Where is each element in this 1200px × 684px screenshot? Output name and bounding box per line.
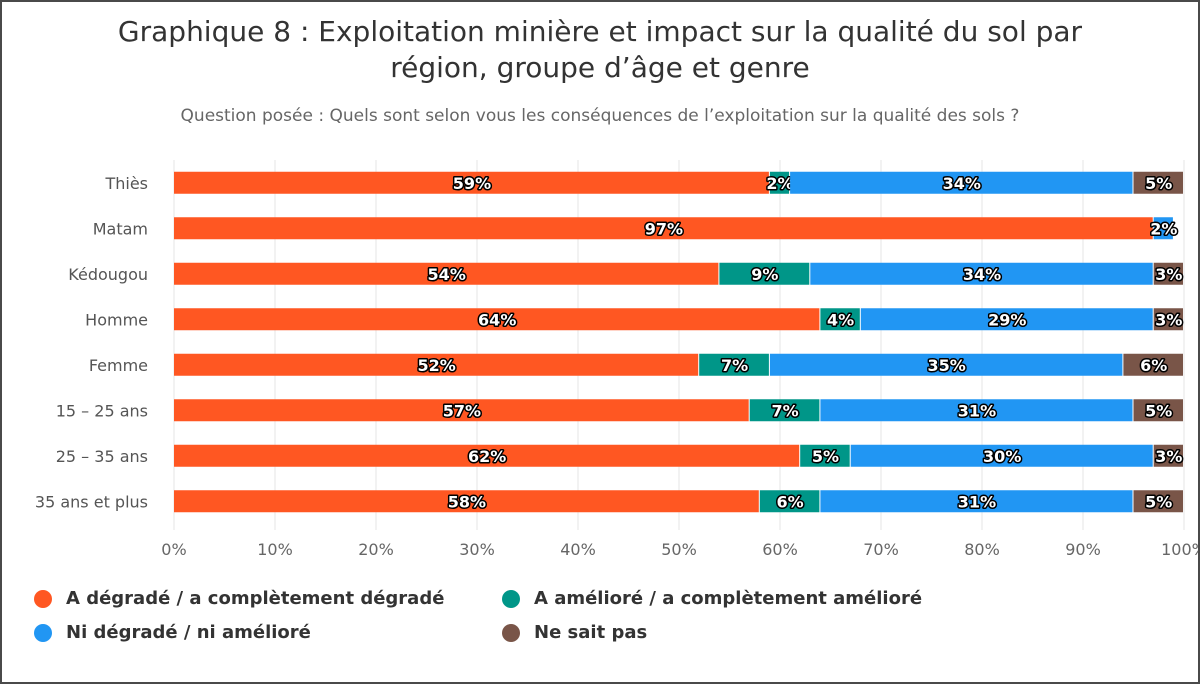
- bar-segment: [749, 399, 820, 422]
- data-label: 6%: [777, 492, 804, 511]
- bar-segment: [1133, 490, 1183, 513]
- data-label: 2%: [766, 174, 793, 193]
- bar-segment: [769, 353, 1123, 376]
- data-label: 31%: [958, 401, 996, 420]
- bar-segment: [1153, 262, 1183, 285]
- bar-segment: [790, 171, 1133, 194]
- legend-marker: [502, 623, 520, 642]
- data-label: 29%: [988, 310, 1026, 329]
- x-tick-label: 20%: [358, 540, 394, 559]
- legend-label: A amélioré / a complètement amélioré: [534, 588, 923, 609]
- legend-item[interactable]: Ni dégradé / ni amélioré: [34, 622, 311, 643]
- data-label: 34%: [963, 265, 1001, 284]
- legend-marker: [502, 589, 520, 608]
- bar-segment: [1153, 308, 1183, 331]
- data-label: 5%: [1145, 174, 1172, 193]
- bar-segment: [769, 171, 790, 194]
- bar-segment: [1133, 399, 1183, 422]
- data-label: 59%: [453, 174, 491, 193]
- stacked-bar-chart: 0% 10% 20% 30% 40% 50% 60% 70% 80% 90% 100% Thiès 59…: [35, 160, 1198, 559]
- legend-marker: [34, 589, 52, 608]
- bar-segment: [1153, 217, 1173, 240]
- data-label: 30%: [983, 447, 1021, 466]
- bar-segment: [1123, 353, 1183, 376]
- data-label: 7%: [721, 356, 748, 375]
- bar-segment: [820, 308, 860, 331]
- bar-segment: [759, 490, 820, 513]
- chart-title-line-2: région, groupe d’âge et genre: [390, 51, 810, 84]
- legend-item[interactable]: Ne sait pas: [502, 622, 647, 643]
- data-label: 54%: [428, 265, 466, 284]
- bar-segment: [820, 399, 1133, 422]
- bar-segment: [800, 444, 850, 467]
- chart-title: Graphique 8 : Exploitation minière et im…: [2, 14, 1198, 86]
- bar-segment: [174, 262, 719, 285]
- data-label: 5%: [1145, 492, 1172, 511]
- bar-segment: [820, 490, 1133, 513]
- data-label: 5%: [812, 447, 839, 466]
- legend-item[interactable]: A dégradé / a complètement dégradé: [34, 588, 444, 609]
- x-tick-label: 40%: [560, 540, 596, 559]
- category-label: Matam: [93, 219, 148, 238]
- data-label: 62%: [468, 447, 506, 466]
- data-label: 58%: [448, 492, 486, 511]
- x-tick-label: 50%: [661, 540, 697, 559]
- x-tick-label: 60%: [762, 540, 798, 559]
- chart-subtitle: Question posée : Quels sont selon vous l…: [180, 106, 1020, 126]
- x-tick-label: 30%: [459, 540, 495, 559]
- category-label: Femme: [89, 356, 148, 375]
- bar-segment: [174, 399, 749, 422]
- x-tick-label: 100%: [1161, 540, 1198, 559]
- x-tick-label: 80%: [964, 540, 1000, 559]
- data-label: 35%: [928, 356, 966, 375]
- data-label: 52%: [417, 356, 455, 375]
- category-label: 25 – 35 ans: [56, 447, 148, 466]
- bar-segment: [174, 353, 699, 376]
- category-label: Kédougou: [68, 265, 148, 284]
- x-tick-label: 90%: [1065, 540, 1101, 559]
- legend-item[interactable]: A amélioré / a complètement amélioré: [502, 588, 922, 609]
- data-label: 6%: [1140, 356, 1167, 375]
- chart-title-line-1: Graphique 8 : Exploitation minière et im…: [117, 15, 1083, 48]
- bar-segment: [174, 308, 820, 331]
- category-label: Homme: [85, 310, 148, 329]
- bar-segment: [1153, 444, 1183, 467]
- data-label: 97%: [645, 219, 683, 238]
- category-label: 15 – 25 ans: [56, 401, 148, 420]
- data-label: 7%: [771, 401, 798, 420]
- bar-segment: [174, 217, 1153, 240]
- legend-label: A dégradé / a complètement dégradé: [66, 588, 445, 609]
- legend-label: Ni dégradé / ni amélioré: [66, 622, 311, 643]
- bar-segment: [850, 444, 1153, 467]
- bar-segment: [810, 262, 1153, 285]
- category-label: Thiès: [104, 174, 148, 193]
- bar-segment: [174, 444, 800, 467]
- data-label: 64%: [478, 310, 516, 329]
- bar-segment: [1133, 171, 1183, 194]
- data-label: 5%: [1145, 401, 1172, 420]
- x-tick-label: 70%: [863, 540, 899, 559]
- legend-marker: [34, 623, 52, 642]
- x-tick-label: 0%: [161, 540, 186, 559]
- data-label: 9%: [751, 265, 778, 284]
- data-label: 31%: [958, 492, 996, 511]
- data-label: 3%: [1155, 447, 1182, 466]
- data-label: 3%: [1155, 265, 1182, 284]
- bar-segment: [699, 353, 769, 376]
- data-label: 4%: [827, 310, 854, 329]
- bar-segment: [174, 490, 759, 513]
- category-label: 35 ans et plus: [35, 492, 148, 511]
- bar-segment: [719, 262, 810, 285]
- data-label: 3%: [1155, 310, 1182, 329]
- bar-segment: [860, 308, 1153, 331]
- data-label: 34%: [943, 174, 981, 193]
- data-label: 57%: [443, 401, 481, 420]
- data-label: 2%: [1150, 219, 1177, 238]
- bar-segment: [174, 171, 769, 194]
- x-tick-label: 10%: [257, 540, 293, 559]
- legend-label: Ne sait pas: [534, 622, 648, 643]
